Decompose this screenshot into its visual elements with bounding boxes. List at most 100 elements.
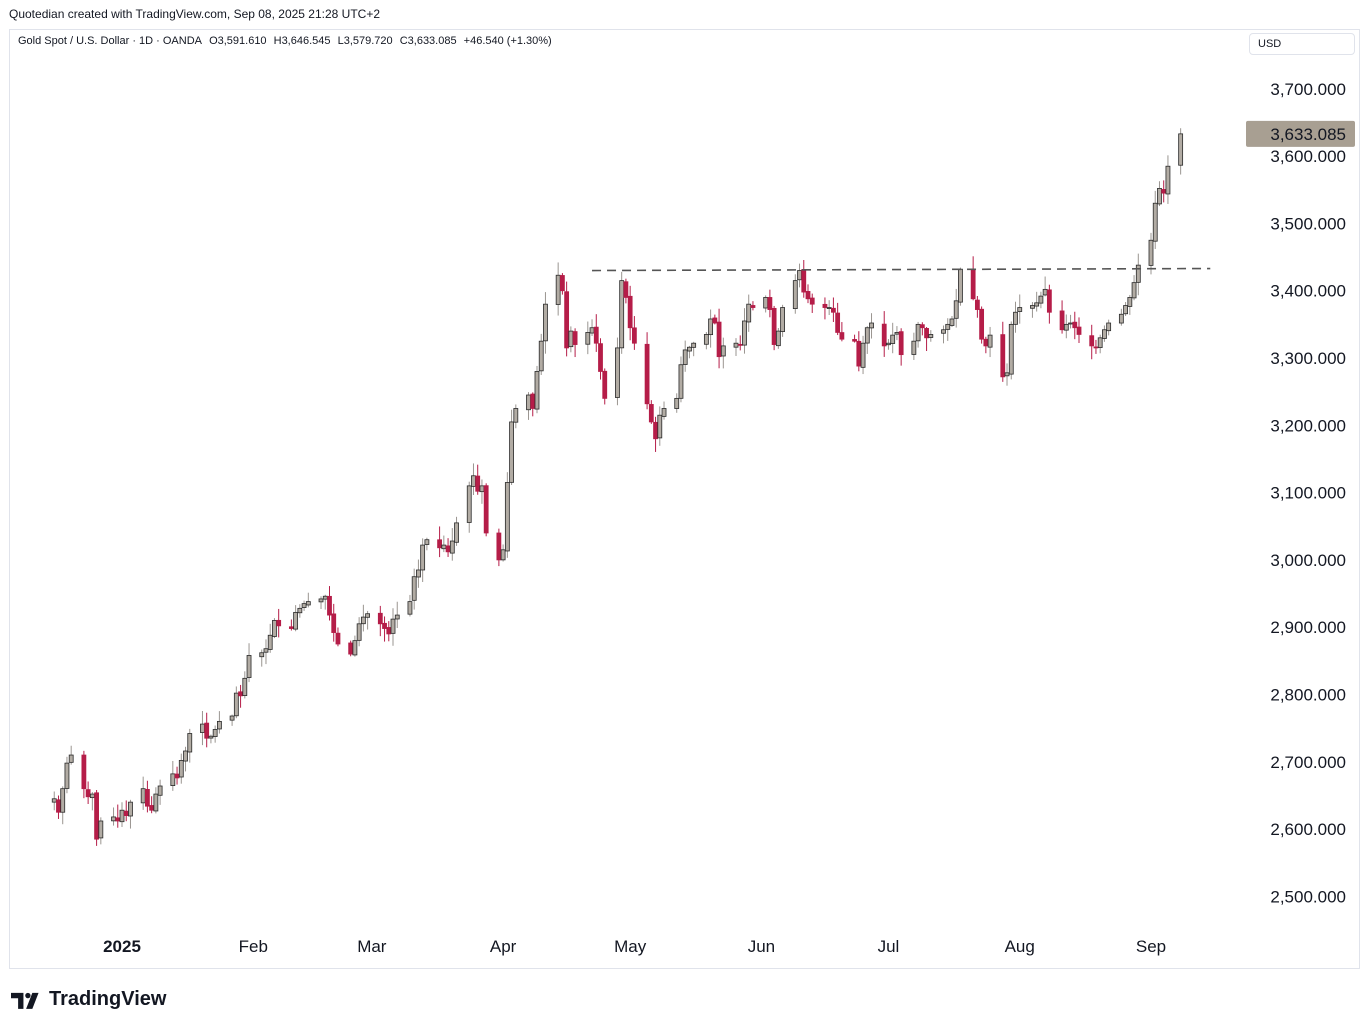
candle-body bbox=[288, 626, 294, 629]
candle-body bbox=[631, 327, 637, 344]
candle-body bbox=[437, 539, 442, 549]
candle-body bbox=[589, 327, 595, 334]
candle-body bbox=[958, 268, 963, 303]
candle-body bbox=[200, 723, 205, 733]
candle-body bbox=[1131, 282, 1137, 299]
candle-body bbox=[1152, 202, 1158, 242]
candle-body bbox=[733, 342, 739, 348]
candle-body bbox=[593, 326, 599, 344]
candle-body bbox=[682, 349, 688, 365]
candle-body bbox=[504, 482, 510, 552]
candle-body bbox=[305, 601, 311, 606]
candle-body bbox=[661, 408, 667, 417]
candle-body bbox=[60, 788, 66, 813]
candle-body bbox=[1008, 323, 1014, 375]
candle-body bbox=[1034, 302, 1040, 307]
y-tick-label: 3,600.000 bbox=[1270, 147, 1346, 166]
candle-body bbox=[886, 342, 891, 346]
candle-body bbox=[420, 544, 426, 571]
candle-body bbox=[183, 750, 188, 762]
y-tick-label: 2,700.000 bbox=[1270, 753, 1346, 772]
candle-body bbox=[500, 549, 506, 561]
candle-body bbox=[543, 303, 548, 342]
candle-body bbox=[1161, 189, 1167, 194]
candle-body bbox=[449, 540, 455, 554]
candle-body bbox=[81, 754, 87, 790]
candle-body bbox=[1046, 289, 1052, 313]
candle-body bbox=[1102, 329, 1107, 339]
candle-body bbox=[238, 691, 243, 697]
candle-body bbox=[1123, 305, 1128, 315]
y-tick-label: 2,800.000 bbox=[1270, 685, 1346, 704]
currency-button[interactable]: USD bbox=[1249, 33, 1355, 55]
candle-body bbox=[1165, 165, 1171, 195]
candle-body bbox=[267, 634, 273, 650]
candles-layer bbox=[51, 128, 1184, 846]
candle-body bbox=[949, 318, 955, 326]
tradingview-logo[interactable]: TradingView bbox=[11, 988, 166, 1011]
candle-body bbox=[598, 343, 603, 372]
candle-body bbox=[216, 720, 222, 730]
resistance-line bbox=[592, 267, 1211, 272]
candle-body bbox=[178, 760, 184, 778]
candle-body bbox=[1030, 305, 1035, 309]
candle-body bbox=[1135, 264, 1141, 283]
last-price-badge bbox=[1246, 120, 1355, 147]
candle-body bbox=[208, 735, 214, 739]
candle-body bbox=[424, 539, 430, 545]
candle-body bbox=[792, 280, 798, 310]
candle-body bbox=[411, 576, 417, 601]
candle-body bbox=[475, 475, 481, 492]
y-tick-label: 3,500.000 bbox=[1270, 214, 1346, 233]
candle-body bbox=[615, 347, 620, 398]
candle-body bbox=[145, 788, 150, 807]
candle-body bbox=[128, 801, 133, 817]
candle-body bbox=[1000, 334, 1006, 378]
candle-body bbox=[259, 652, 265, 658]
candle-body bbox=[119, 809, 125, 823]
candle-body bbox=[149, 805, 155, 811]
y-tick-label: 3,300.000 bbox=[1270, 349, 1346, 368]
candle-body bbox=[856, 340, 862, 367]
y-tick-label: 2,900.000 bbox=[1270, 618, 1346, 637]
candle-body bbox=[953, 300, 959, 319]
y-tick-label: 2,500.000 bbox=[1270, 887, 1346, 906]
candle-body bbox=[153, 793, 159, 812]
x-tick-label: 2025 bbox=[103, 937, 141, 956]
symbol-name[interactable]: Gold Spot / U.S. Dollar · 1D · OANDA bbox=[18, 35, 202, 47]
candle-body bbox=[229, 715, 235, 721]
candle-body bbox=[496, 532, 502, 561]
x-tick-label: Aug bbox=[1005, 937, 1035, 956]
candle-body bbox=[242, 677, 248, 696]
candle-body bbox=[945, 323, 951, 330]
candle-body bbox=[750, 305, 756, 308]
candle-body bbox=[839, 332, 845, 340]
candle-body bbox=[471, 475, 476, 487]
candle-body bbox=[479, 485, 485, 493]
candle-body bbox=[691, 342, 697, 348]
chart-frame bbox=[9, 29, 1360, 969]
candle-body bbox=[386, 627, 392, 635]
time-axis[interactable]: 2025 Feb Mar Apr May Jun Jul Aug Sep bbox=[103, 937, 1166, 956]
candle-body bbox=[1178, 133, 1184, 166]
candle-body bbox=[678, 364, 684, 399]
price-axis[interactable]: 2,500.000 2,600.000 2,700.000 2,800.000 2,90… bbox=[1270, 80, 1346, 907]
candle-body bbox=[869, 322, 874, 329]
candle-body bbox=[716, 321, 722, 358]
candle-body bbox=[1106, 322, 1112, 332]
candle-body bbox=[123, 810, 129, 817]
candle-body bbox=[115, 817, 121, 822]
candle-body bbox=[64, 762, 70, 789]
candle-body bbox=[204, 722, 210, 739]
candle-body bbox=[974, 299, 980, 310]
candle-body bbox=[360, 616, 366, 625]
candle-body bbox=[911, 340, 917, 355]
candle-body bbox=[538, 340, 544, 372]
y-tick-label: 3,200.000 bbox=[1270, 416, 1346, 435]
candle-body bbox=[1076, 326, 1082, 335]
y-tick-label: 3,700.000 bbox=[1270, 80, 1346, 99]
y-tick-label: 2,600.000 bbox=[1270, 820, 1346, 839]
candle-body bbox=[890, 334, 896, 344]
candle-body bbox=[394, 614, 400, 620]
